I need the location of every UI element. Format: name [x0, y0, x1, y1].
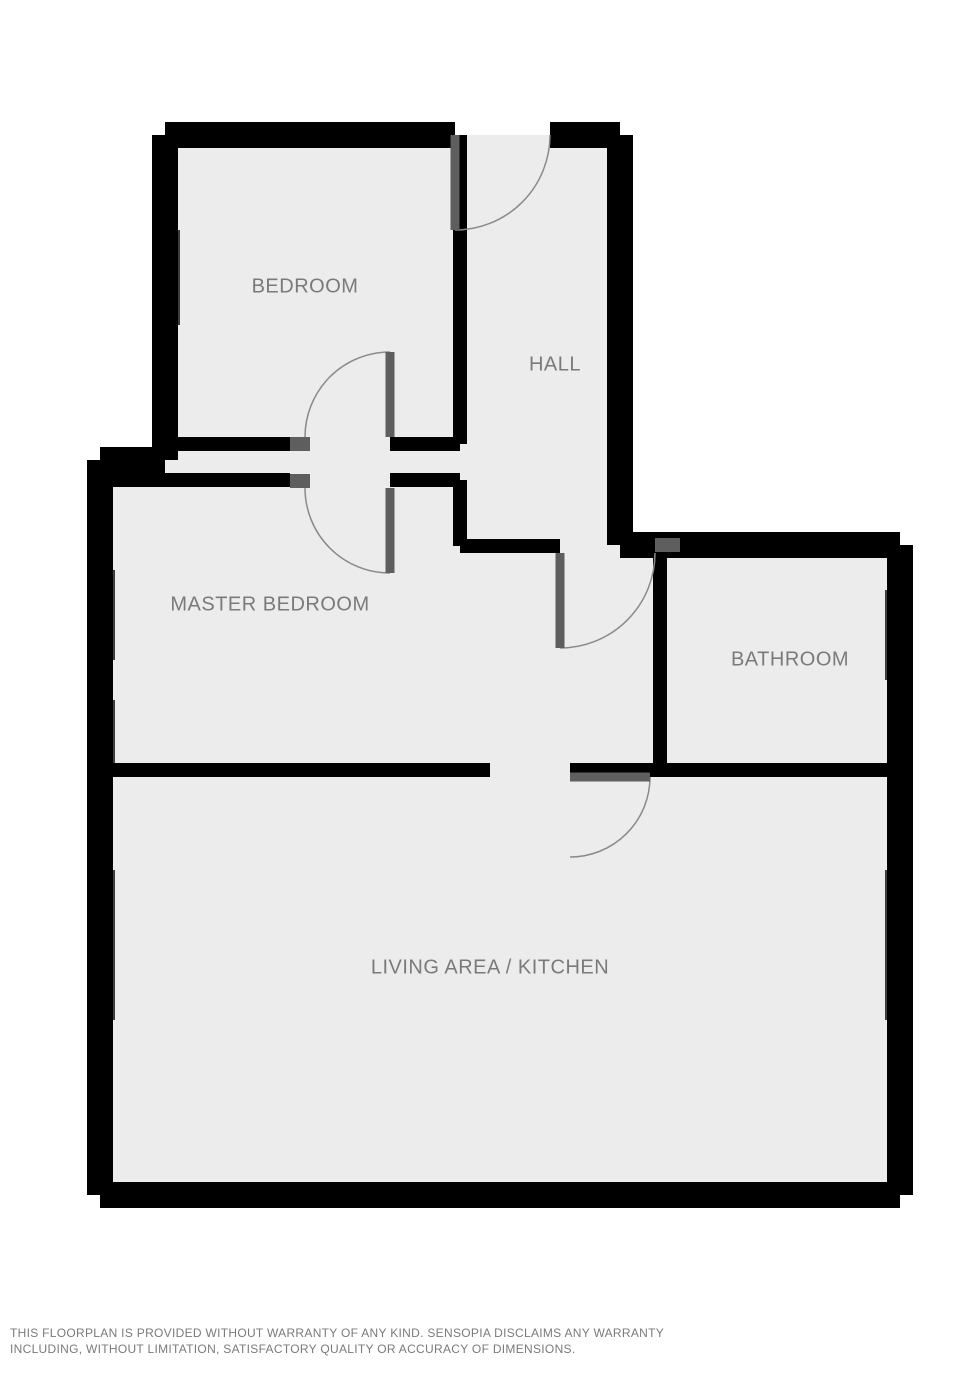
floorplan-canvas: BEDROOM HALL MASTER BEDROOM BATHROOM LIV… [0, 0, 980, 1387]
label-master: MASTER BEDROOM [170, 594, 369, 617]
label-living: LIVING AREA / KITCHEN [371, 957, 609, 980]
label-hall: HALL [529, 354, 581, 377]
disclaimer-text: THIS FLOORPLAN IS PROVIDED WITHOUT WARRA… [10, 1325, 664, 1357]
floorplan-svg [0, 0, 980, 1387]
label-bedroom: BEDROOM [252, 276, 359, 299]
label-bathroom: BATHROOM [731, 649, 849, 672]
